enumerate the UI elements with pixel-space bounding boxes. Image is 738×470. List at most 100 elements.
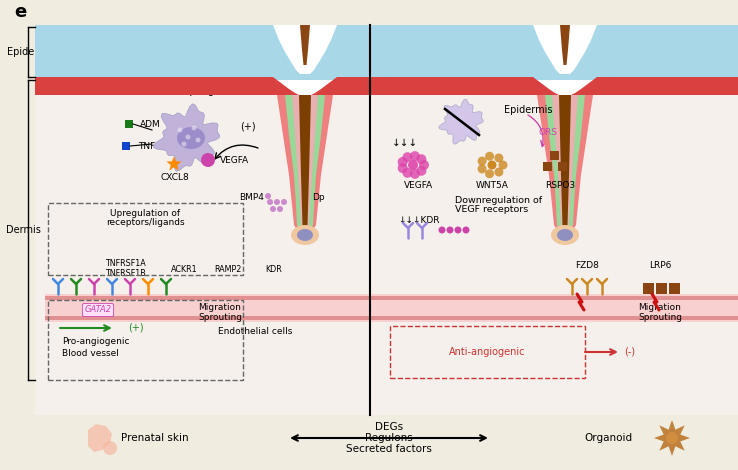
Bar — [122, 142, 130, 150]
Text: RAMP2: RAMP2 — [214, 266, 241, 274]
Circle shape — [416, 154, 427, 164]
Text: Dp: Dp — [312, 193, 325, 202]
Circle shape — [267, 199, 273, 205]
Text: Regulons: Regulons — [365, 433, 413, 443]
Text: (+): (+) — [128, 323, 144, 333]
Text: e: e — [14, 3, 27, 21]
Polygon shape — [35, 77, 370, 95]
Circle shape — [419, 160, 429, 170]
Polygon shape — [370, 77, 738, 95]
Bar — [370, 294, 738, 322]
Text: GATA2: GATA2 — [84, 306, 111, 314]
Bar — [643, 283, 654, 294]
Circle shape — [463, 227, 469, 234]
Circle shape — [398, 163, 407, 173]
Text: Prenatal skin: Prenatal skin — [121, 433, 189, 443]
Polygon shape — [300, 25, 310, 65]
Polygon shape — [370, 25, 738, 80]
Text: Epidermis: Epidermis — [7, 47, 55, 57]
Circle shape — [178, 127, 182, 133]
Text: TNFRSF1B: TNFRSF1B — [105, 268, 145, 277]
Ellipse shape — [177, 127, 205, 149]
Text: Macrophages: Macrophages — [441, 81, 506, 91]
Text: Migration: Migration — [638, 304, 681, 313]
Text: Endothelial cells: Endothelial cells — [218, 328, 292, 337]
Text: ↓↓↓KDR: ↓↓↓KDR — [398, 216, 440, 225]
Text: Epidermis: Epidermis — [504, 105, 552, 115]
Text: DEGs: DEGs — [375, 422, 403, 432]
Bar — [669, 283, 680, 294]
Circle shape — [185, 134, 190, 140]
Text: VEGFA: VEGFA — [220, 156, 249, 164]
Circle shape — [281, 199, 287, 205]
Circle shape — [455, 227, 461, 234]
Circle shape — [416, 166, 427, 176]
Bar — [370, 296, 738, 300]
Polygon shape — [292, 95, 318, 233]
Text: Secreted factors: Secreted factors — [346, 444, 432, 454]
Bar — [45, 316, 370, 320]
Circle shape — [182, 141, 187, 147]
Text: ORS: ORS — [539, 127, 557, 136]
Circle shape — [410, 151, 420, 161]
Circle shape — [274, 199, 280, 205]
Text: Blood vessel: Blood vessel — [62, 348, 119, 358]
Circle shape — [494, 167, 503, 177]
Polygon shape — [166, 156, 182, 171]
Text: receptors/ligands: receptors/ligands — [106, 218, 184, 227]
Text: Sprouting: Sprouting — [638, 313, 682, 321]
Bar — [370, 95, 738, 415]
Polygon shape — [299, 95, 311, 233]
Polygon shape — [439, 99, 483, 144]
Text: TNFRSF1A: TNFRSF1A — [105, 259, 145, 268]
Circle shape — [485, 152, 494, 161]
Text: Upregulation of: Upregulation of — [110, 209, 180, 218]
Circle shape — [494, 154, 503, 163]
Bar — [45, 296, 370, 300]
Bar — [45, 294, 370, 322]
Circle shape — [265, 193, 271, 199]
Circle shape — [410, 169, 420, 179]
Circle shape — [398, 157, 407, 167]
Bar — [35, 25, 735, 415]
Polygon shape — [559, 95, 571, 233]
Polygon shape — [560, 25, 570, 65]
Text: Pro-angiogenic: Pro-angiogenic — [62, 337, 129, 346]
Circle shape — [103, 441, 117, 455]
Circle shape — [201, 153, 215, 167]
Circle shape — [191, 125, 196, 131]
Ellipse shape — [551, 225, 579, 245]
Bar — [370, 316, 738, 320]
Circle shape — [498, 160, 508, 170]
Polygon shape — [285, 95, 325, 237]
Text: (+): (+) — [240, 121, 256, 131]
Bar — [125, 120, 133, 128]
Circle shape — [196, 138, 201, 142]
Text: ACKR1: ACKR1 — [170, 266, 197, 274]
Polygon shape — [545, 95, 585, 237]
Circle shape — [402, 168, 413, 178]
Circle shape — [408, 160, 418, 170]
Circle shape — [666, 432, 678, 444]
Circle shape — [477, 164, 486, 173]
Polygon shape — [654, 420, 690, 456]
Bar — [558, 162, 567, 171]
Text: (-): (-) — [624, 347, 635, 357]
Bar — [543, 162, 552, 171]
Circle shape — [446, 227, 453, 234]
Text: LRP6: LRP6 — [649, 261, 671, 271]
Text: ADM: ADM — [140, 119, 161, 128]
Text: WNT5A: WNT5A — [475, 180, 508, 189]
Text: RSPO3: RSPO3 — [545, 180, 575, 189]
Circle shape — [402, 152, 413, 162]
Text: FZD8: FZD8 — [575, 261, 599, 271]
Ellipse shape — [291, 225, 319, 245]
Polygon shape — [88, 424, 112, 452]
Bar — [550, 151, 559, 160]
Text: Macrophages: Macrophages — [160, 86, 226, 96]
Polygon shape — [277, 95, 333, 243]
Text: VEGFA: VEGFA — [404, 180, 432, 189]
Text: CXCL8: CXCL8 — [161, 172, 190, 181]
Polygon shape — [537, 95, 593, 243]
Bar — [656, 283, 667, 294]
